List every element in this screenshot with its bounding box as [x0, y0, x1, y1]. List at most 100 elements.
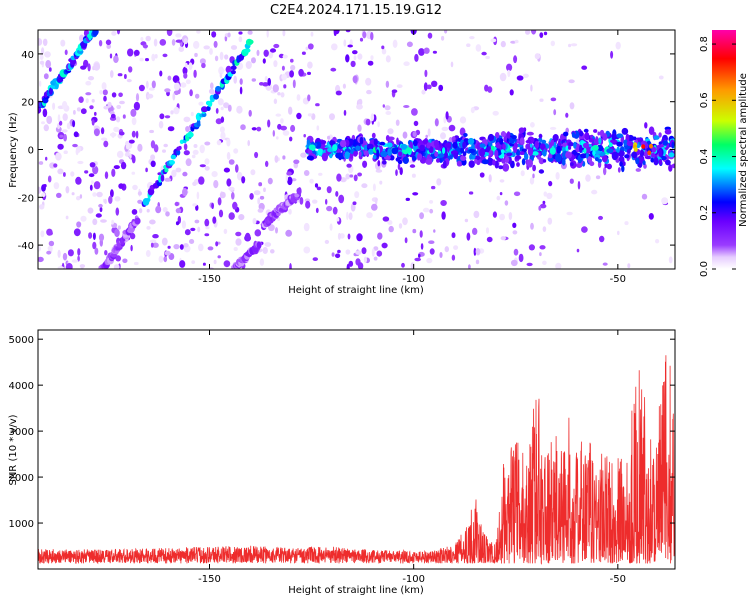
noise-speck — [267, 77, 272, 86]
noise-speck — [239, 86, 243, 95]
noise-speck — [173, 106, 180, 115]
signal-band-point — [565, 151, 572, 159]
noise-speck — [48, 67, 52, 72]
noise-speck — [335, 191, 339, 197]
noise-speck — [103, 95, 107, 102]
noise-speck — [280, 118, 284, 124]
noise-speck — [440, 132, 446, 140]
noise-speck — [335, 90, 342, 96]
noise-speck — [265, 160, 269, 167]
noise-speck — [439, 252, 443, 258]
spectral-line-point — [92, 30, 99, 36]
noise-speck — [347, 44, 354, 48]
noise-speck — [490, 38, 497, 43]
noise-speck — [163, 143, 168, 148]
signal-band-point — [664, 129, 672, 135]
signal-band-point — [639, 149, 645, 158]
noise-speck — [220, 131, 226, 141]
noise-speck — [475, 248, 481, 256]
noise-speck — [228, 159, 235, 165]
noise-speck — [359, 37, 364, 42]
noise-speck — [273, 60, 278, 68]
noise-speck — [118, 183, 124, 189]
noise-speck — [84, 170, 89, 174]
noise-speck — [72, 143, 78, 148]
noise-speck — [133, 49, 140, 57]
noise-speck — [627, 263, 631, 269]
noise-speck — [92, 165, 99, 175]
noise-speck — [290, 124, 296, 133]
noise-speck — [204, 233, 210, 237]
signal-band-point — [658, 132, 662, 138]
noise-speck — [38, 256, 44, 263]
noise-speck — [78, 96, 84, 103]
noise-speck — [525, 30, 531, 35]
noise-speck — [352, 201, 357, 205]
signal-band-point — [452, 141, 458, 149]
noise-speck — [122, 114, 126, 119]
noise-speck — [425, 134, 429, 139]
noise-speck — [550, 40, 555, 47]
noise-speck — [153, 144, 159, 153]
noise-speck — [398, 223, 403, 229]
noise-speck — [146, 208, 150, 213]
signal-band-point — [653, 135, 660, 140]
noise-speck — [178, 46, 185, 52]
noise-speck — [307, 113, 313, 117]
signal-band-point — [479, 148, 486, 157]
noise-speck — [510, 259, 518, 267]
signal-band-point — [611, 151, 618, 161]
noise-speck — [163, 256, 168, 263]
noise-speck — [421, 89, 426, 95]
noise-speck — [270, 249, 275, 254]
noise-speck — [347, 233, 351, 240]
noise-speck — [534, 53, 541, 60]
signal-hotspot — [649, 143, 653, 149]
noise-speck — [87, 76, 95, 81]
noise-speck — [548, 180, 553, 187]
noise-speck — [357, 172, 362, 177]
signal-band-point — [599, 151, 606, 157]
signal-band-point — [653, 157, 659, 166]
signal-band-point — [527, 147, 534, 156]
noise-speck — [285, 173, 288, 182]
signal-band-point — [327, 147, 333, 153]
noise-speck — [43, 184, 47, 188]
signal-band-point — [506, 152, 513, 157]
noise-speck — [152, 234, 159, 239]
noise-speck — [57, 114, 61, 123]
noise-speck — [485, 55, 490, 60]
noise-speck — [488, 174, 492, 183]
noise-speck — [218, 209, 224, 218]
noise-speck — [80, 108, 87, 115]
noise-speck — [115, 255, 121, 262]
noise-speck — [45, 60, 52, 69]
noise-speck — [453, 245, 459, 251]
noise-speck — [125, 143, 130, 150]
noise-speck — [183, 243, 189, 248]
noise-speck — [87, 63, 91, 72]
noise-speck — [103, 140, 109, 148]
noise-speck — [110, 70, 114, 78]
noise-speck — [189, 239, 195, 244]
snr-series-line — [38, 355, 675, 565]
noise-speck — [668, 256, 673, 264]
signal-band-point — [372, 154, 377, 160]
noise-speck — [185, 126, 190, 132]
noise-speck — [55, 152, 62, 161]
noise-speck — [77, 255, 80, 262]
noise-speck — [401, 262, 405, 268]
noise-speck — [71, 259, 79, 263]
spectral-line-point — [230, 70, 236, 75]
noise-speck — [179, 260, 186, 268]
noise-speck — [507, 69, 511, 78]
noise-speck — [373, 246, 379, 251]
noise-speck — [419, 212, 424, 220]
noise-speck — [170, 110, 174, 115]
noise-speck — [92, 192, 97, 197]
signal-band-point — [522, 148, 527, 153]
noise-speck — [175, 167, 182, 173]
noise-speck — [668, 164, 673, 172]
colorbar-tick-label: 0.8 — [699, 36, 710, 52]
signal-band-point — [526, 131, 534, 136]
